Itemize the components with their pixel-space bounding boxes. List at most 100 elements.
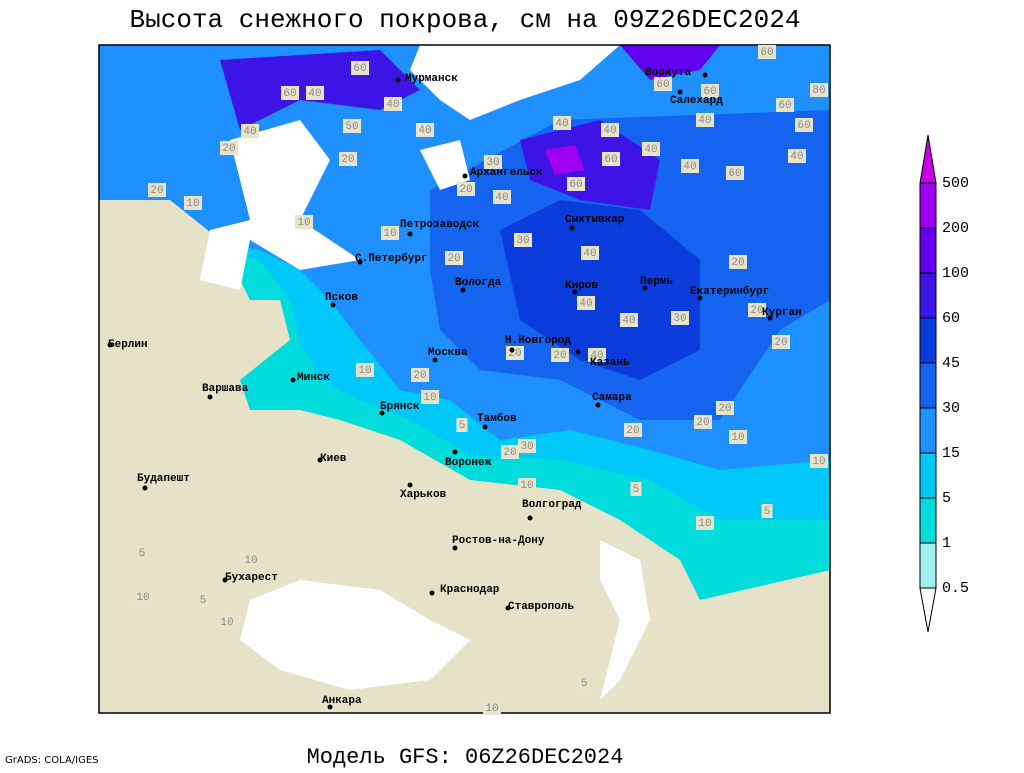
city-dot: [407, 231, 413, 237]
city-dot: [327, 704, 333, 710]
barents-sea: [410, 45, 620, 120]
contour-label-box: [384, 97, 402, 111]
city-label: Брянск: [380, 401, 420, 413]
contour-label: 5: [581, 678, 588, 690]
contour-label: 60: [569, 179, 582, 191]
snow-45-60: [500, 200, 700, 380]
city-label: Москва: [428, 347, 468, 359]
contour-label-box: [810, 83, 828, 97]
city-dot: [357, 259, 363, 265]
colorbar-label: 5: [942, 490, 951, 507]
city-label: Екатеринбург: [690, 285, 769, 298]
contour-label: 20: [718, 403, 731, 415]
contour-label-box: [281, 86, 299, 100]
city-dot: [595, 402, 601, 408]
snow-60-100: [520, 120, 660, 210]
baltic-sea: [200, 120, 360, 290]
contour-label-box: [197, 593, 209, 607]
colorbar-label: 15: [942, 445, 960, 462]
contour-label: 20: [774, 337, 787, 349]
city-label: Н.Новгород: [505, 335, 571, 347]
contour-label: 20: [341, 154, 354, 166]
city-dot: [482, 424, 488, 430]
contour-label-box: [696, 516, 714, 530]
city-label: Варшава: [202, 383, 249, 395]
contour-label: 10: [358, 365, 371, 377]
city-dot: [395, 77, 401, 83]
city-dot: [290, 377, 296, 383]
city-label: Пермь: [640, 276, 673, 288]
contour-label: 40: [590, 350, 603, 362]
contour-label-box: [577, 296, 595, 310]
contour-label-box: [776, 98, 794, 112]
contour-label: 40: [495, 192, 508, 204]
city-dot: [575, 349, 581, 355]
contour-label-box: [134, 590, 152, 604]
city-label: Салехард: [670, 95, 723, 107]
city-label: Краснодар: [440, 584, 500, 596]
contour-label-box: [416, 123, 434, 137]
contour-label-box: [748, 303, 766, 317]
contour-label-box: [642, 142, 660, 156]
snow-100-200: [620, 45, 720, 80]
city-dot: [509, 347, 515, 353]
colorbar-label: 500: [942, 175, 969, 192]
contour-label: 40: [583, 248, 596, 260]
colorbar-segment: [919, 182, 937, 229]
colorbar-segment: [919, 452, 937, 499]
contour-label: 40: [555, 118, 568, 130]
contour-label-box: [810, 454, 828, 468]
contour-label-box: [671, 311, 689, 325]
contour-label: 20: [626, 425, 639, 437]
contour-label-box: [588, 348, 606, 362]
contour-label: 20: [413, 370, 426, 382]
contour-label-box: [620, 313, 638, 327]
city-label: Ростов-на-Дону: [452, 535, 545, 547]
city-dot: [379, 410, 385, 416]
city-label: Самара: [592, 392, 632, 404]
contour-label: 5: [633, 484, 640, 496]
contour-label: 40: [308, 88, 321, 100]
city-label: Бухарест: [225, 572, 278, 584]
contour-label-box: [518, 478, 536, 492]
contour-label: 80: [812, 85, 825, 97]
contour-label-box: [421, 390, 439, 404]
contour-label: 10: [186, 198, 199, 210]
city-dot: [505, 605, 511, 611]
contour-label: 40: [418, 125, 431, 137]
contour-label-box: [795, 118, 813, 132]
colorbar-segment: [919, 407, 937, 454]
contour-label-box: [241, 124, 259, 138]
contour-label-box: [726, 166, 744, 180]
contour-label: 30: [486, 157, 499, 169]
contour-label: 60: [703, 86, 716, 98]
city-dot: [429, 590, 435, 596]
colorbar-segment: [919, 497, 937, 544]
contour-label: 20: [150, 185, 163, 197]
contour-label-box: [716, 401, 734, 415]
contour-label-box: [761, 504, 773, 518]
contour-label-box: [624, 423, 642, 437]
city-label: Псков: [325, 292, 358, 304]
contour-label: 40: [243, 126, 256, 138]
city-dot: [527, 515, 533, 521]
colorbar-segment: [919, 317, 937, 364]
colorbar-low: [919, 587, 937, 633]
city-dot: [677, 89, 683, 95]
city-dot: [460, 287, 466, 293]
city-label: С.Петербург: [355, 252, 428, 265]
colorbar-label: 200: [942, 220, 969, 237]
contour-label: 40: [644, 144, 657, 156]
contour-label-box: [295, 215, 313, 229]
city-dot: [462, 173, 468, 179]
colorbar-segment: [919, 227, 937, 274]
city-label: Анкара: [322, 695, 362, 707]
model-caption: Модель GFS: 06Z26DEC2024: [307, 745, 624, 768]
contour-label-box: [553, 116, 571, 130]
contour-label-box: [729, 430, 747, 444]
contour-label: 10: [136, 592, 149, 604]
contour-label: 60: [353, 63, 366, 75]
